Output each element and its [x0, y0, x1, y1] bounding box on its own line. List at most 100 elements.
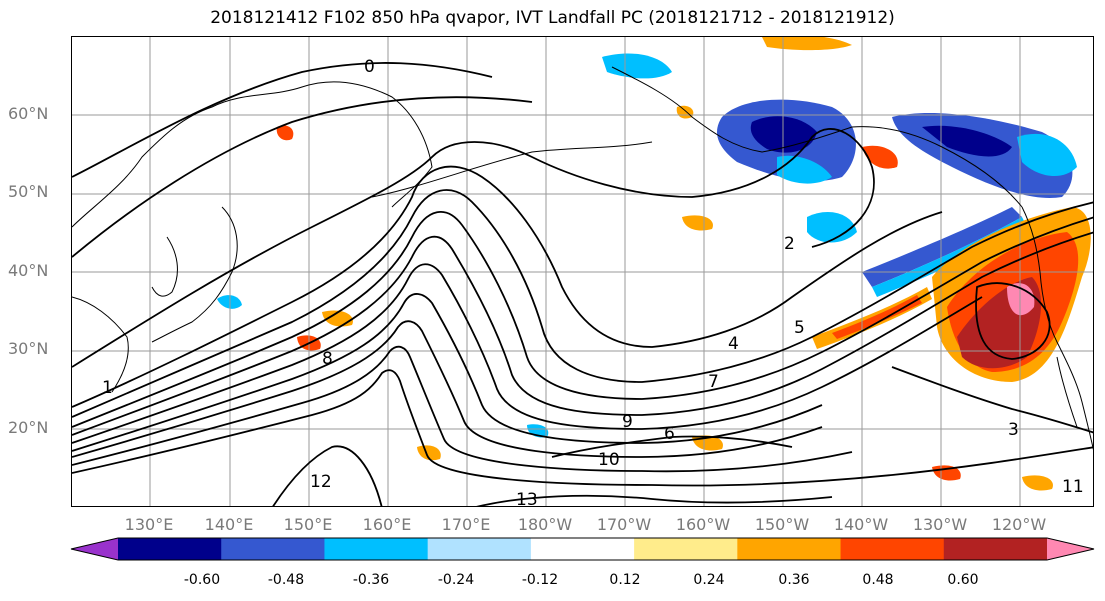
colorbar-tick: 0.24 — [693, 572, 725, 588]
colorbar-tick: 0.12 — [609, 572, 641, 588]
shade-gulf-orange — [862, 145, 898, 169]
colorbar-outline — [70, 537, 1095, 561]
coast-baja — [1056, 356, 1078, 428]
colorbar-segment — [943, 538, 1048, 560]
contour-label-2: 2 — [784, 234, 795, 254]
lat-label-30n: 30°N — [8, 339, 49, 358]
colorbar-segment — [324, 538, 429, 560]
contour-12 — [272, 445, 383, 506]
colorbar-segment — [634, 538, 738, 560]
contour-6 — [72, 231, 1093, 436]
colorbar-tick: -0.24 — [437, 572, 475, 588]
shade-kamchatka-orange — [276, 125, 294, 141]
contour-label-11: 11 — [1062, 477, 1084, 497]
lon-label-150w: 150°W — [754, 515, 810, 534]
contour-13 — [476, 494, 833, 506]
contour-tropics-a — [551, 435, 793, 458]
colorbar-segment — [1047, 538, 1094, 560]
contour-label-9: 9 — [622, 412, 633, 432]
colorbar-segment — [221, 538, 325, 560]
contour-8 — [72, 293, 823, 452]
contour-label-6: 6 — [664, 424, 675, 444]
contour-label-12: 12 — [310, 472, 332, 492]
shade-tropics-orange-2 — [417, 445, 441, 461]
shade-pacific-orange-1 — [682, 215, 713, 231]
colorbar-segment — [530, 538, 635, 560]
coast-alaska — [611, 66, 1023, 208]
contour-10 — [72, 345, 853, 473]
contour-9 — [72, 320, 823, 458]
lat-label-50n: 50°N — [8, 182, 49, 201]
contour-label-4: 4 — [728, 334, 739, 354]
contour-calif-ring — [975, 282, 1051, 360]
shade-bering-orange — [676, 105, 694, 119]
anomaly-shading — [217, 37, 1091, 491]
coast-east-asia — [72, 81, 433, 228]
lon-label-180w: 180°W — [517, 515, 573, 534]
coast-japan — [151, 206, 238, 343]
colorbar-tick: -0.60 — [183, 572, 221, 588]
colorbar-tick: -0.48 — [267, 572, 305, 588]
colorbar-segment — [840, 538, 945, 560]
shade-alaska-cyan — [602, 53, 672, 79]
shade-ar-band-red — [832, 295, 922, 339]
contour-label-13: 13 — [516, 490, 538, 507]
contour-4 — [72, 189, 1093, 418]
colorbar-tick: -0.36 — [352, 572, 390, 588]
lon-label-160w: 160°W — [675, 515, 731, 534]
contour-label-7: 7 — [708, 372, 719, 392]
lon-label-150e: 150°E — [283, 515, 333, 534]
contour-tropics-b — [891, 366, 1093, 434]
lon-label-140w: 140°W — [833, 515, 889, 534]
lat-label-60n: 60°N — [8, 104, 49, 123]
coast-korea — [151, 236, 178, 297]
coast-aleutians — [371, 141, 653, 198]
contour-label-5: 5 — [794, 318, 805, 338]
shade-ne-pacific-cyan — [807, 212, 857, 243]
colorbar-segment — [737, 538, 842, 560]
lon-label-120w: 120°W — [991, 515, 1047, 534]
contour-7 — [72, 263, 983, 444]
colorbar-segment — [427, 538, 532, 560]
colorbar-segments — [70, 537, 1095, 561]
shade-alaska-orange — [762, 37, 852, 51]
contour-1 — [72, 96, 533, 258]
lon-label-170w: 170°W — [596, 515, 652, 534]
contour-5 — [72, 211, 1093, 428]
shade-gulf-alaska-cyan — [777, 155, 832, 184]
colorbar-tick: 0.60 — [947, 572, 979, 588]
colorbar-tick: -0.12 — [521, 572, 559, 588]
contour-3 — [72, 165, 943, 408]
lon-label-170e: 170°E — [441, 515, 491, 534]
map-panel: 0 1 2 3 4 5 6 7 8 9 10 11 12 13 — [71, 36, 1094, 507]
contour-label-10: 10 — [598, 450, 620, 470]
colorbar — [70, 537, 1095, 561]
colorbar-tick: 0.48 — [862, 572, 894, 588]
shade-bc-coast-dark — [922, 125, 1012, 157]
lat-label-20n: 20°N — [8, 418, 49, 437]
shade-bc-coast-cyan — [1017, 133, 1077, 177]
lon-label-140e: 140°E — [204, 515, 254, 534]
shade-ar-band-blue — [862, 207, 1022, 287]
contours — [72, 62, 1093, 506]
lon-label-130e: 130°E — [124, 515, 174, 534]
colorbar-segment — [118, 538, 222, 560]
lat-label-40n: 40°N — [8, 261, 49, 280]
lon-label-130w: 130°W — [912, 515, 968, 534]
coast-china — [72, 296, 129, 393]
lon-label-160e: 160°E — [362, 515, 412, 534]
contour-label-3: 3 — [1008, 420, 1019, 440]
colorbar-tick: 0.36 — [778, 572, 810, 588]
contour-label-8: 8 — [322, 349, 333, 369]
map-canvas: 0 1 2 3 4 5 6 7 8 9 10 11 12 13 — [72, 37, 1093, 507]
colorbar-segment — [71, 538, 118, 560]
contour-11 — [72, 369, 1093, 487]
contour-label-layer: 0 1 2 3 4 5 6 7 8 9 10 11 12 13 — [102, 57, 1084, 507]
contour-0 — [72, 62, 493, 178]
shade-tropics-orange-3 — [1022, 475, 1053, 491]
contour-label-1: 1 — [102, 378, 113, 398]
coast-north-america — [1021, 206, 1093, 450]
contour-label-0: 0 — [364, 57, 375, 77]
contour-2 — [72, 128, 875, 368]
graticule — [72, 37, 1093, 506]
